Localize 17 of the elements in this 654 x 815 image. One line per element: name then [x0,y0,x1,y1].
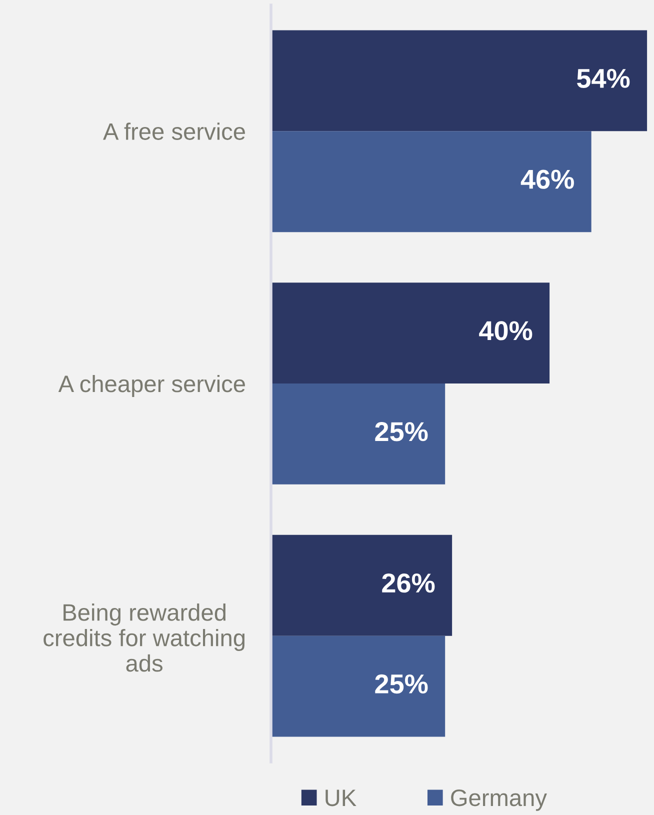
bar [271,636,446,737]
bar [271,282,550,384]
y-tick-label: Being rewarded credits for watching ads [44,604,244,672]
bar [271,131,592,232]
data-label: 25% [375,674,428,694]
data-label: 46% [520,170,574,189]
data-label: 40% [479,321,532,340]
bar [271,30,648,132]
bar [271,534,452,636]
data-label: 25% [375,422,428,442]
data-label: 54% [577,68,630,88]
y-tick-label: A free service [103,122,245,140]
bar [271,384,446,484]
legend-label: Germany [451,789,547,811]
legend-label: UK [326,790,356,806]
y-tick-label: A cheaper service [58,374,245,397]
data-label: 26% [382,573,435,593]
